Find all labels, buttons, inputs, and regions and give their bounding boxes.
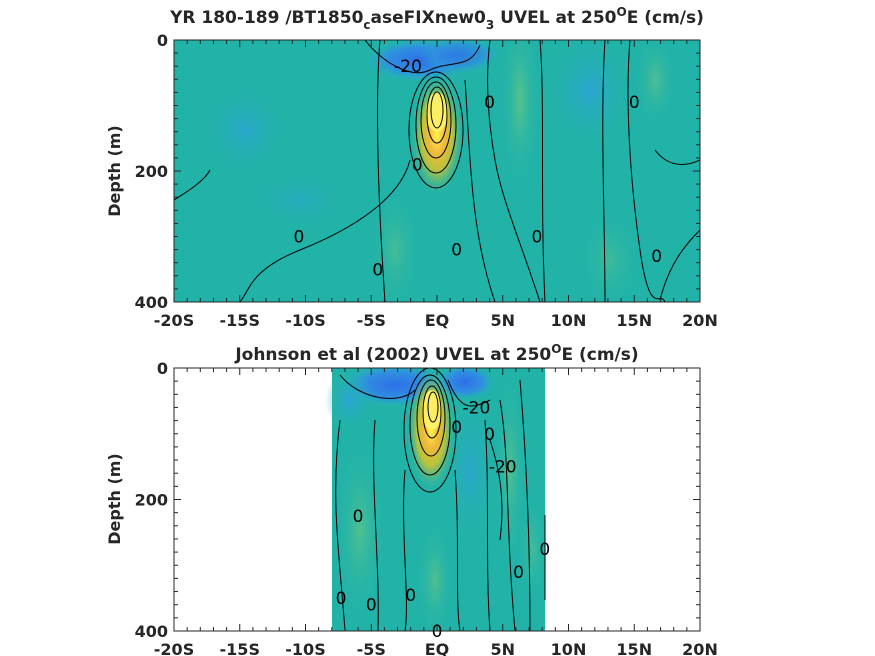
- top-x-tick-label: 10N: [551, 311, 587, 330]
- top-x-tick-label: -20S: [154, 311, 194, 330]
- top-contour-label: 0: [629, 93, 640, 113]
- top-x-tick-label: 20N: [682, 311, 718, 330]
- top-y-tick-label: 0: [157, 31, 168, 50]
- bottom-y-tick-label: 200: [135, 491, 168, 510]
- bottom-contour-label: 0: [366, 596, 377, 616]
- bottom-y-tick-label: 400: [135, 622, 168, 641]
- bottom-y-axis-label: Depth (m): [105, 453, 124, 545]
- bottom-contour-label: 0: [484, 425, 495, 445]
- top-contour-label: 0: [451, 241, 462, 261]
- bottom-x-tick-label: 15N: [616, 640, 652, 656]
- bottom-ticks: -20S -15S -10S -5S EQ 5N 10N 15N 20N 0 200 400: [135, 359, 718, 656]
- top-ticks: -20S -15S -10S -5S EQ 5N 10N 15N 20N 0 200 400: [135, 31, 718, 330]
- top-contour-label: 0: [294, 228, 305, 248]
- top-contour-label: -20: [394, 57, 422, 77]
- top-x-tick-label: EQ: [425, 311, 450, 330]
- bottom-x-tick-label: -5S: [357, 640, 386, 656]
- bottom-contour-field: [325, 368, 547, 631]
- bottom-x-tick-label: 20N: [682, 640, 718, 656]
- bottom-contour-label: -20: [463, 398, 491, 418]
- bottom-x-tick-label: 5N: [490, 640, 515, 656]
- top-y-axis-label: Depth (m): [105, 125, 124, 217]
- top-contour-field: [174, 40, 700, 302]
- bottom-contour-label: 0: [513, 563, 524, 583]
- bottom-y-tick-label: 0: [157, 359, 168, 378]
- bottom-contour-label: 0: [405, 586, 416, 606]
- top-x-tick-label: -15S: [220, 311, 260, 330]
- top-x-tick-label: 5N: [490, 311, 515, 330]
- top-contour-label: 0: [412, 155, 423, 175]
- bottom-contour-label: -20: [489, 458, 517, 478]
- top-x-tick-label: -5S: [357, 311, 386, 330]
- top-x-tick-label: 15N: [616, 311, 652, 330]
- bottom-x-tick-label: -15S: [220, 640, 260, 656]
- bottom-x-tick-label: EQ: [425, 640, 450, 656]
- bottom-panel: Johnson et al (2002) UVEL at 250OE (cm/s…: [105, 342, 718, 656]
- top-contour-label: 0: [484, 93, 495, 113]
- bottom-x-tick-label: -10S: [285, 640, 325, 656]
- bottom-contour-label: 0: [432, 622, 443, 642]
- bottom-contour-label: 0: [336, 589, 347, 609]
- bottom-x-tick-label: 10N: [551, 640, 587, 656]
- bottom-panel-title: Johnson et al (2002) UVEL at 250OE (cm/s…: [234, 342, 638, 365]
- bottom-contour-label: 0: [353, 507, 364, 527]
- top-contour-label: 0: [532, 228, 543, 248]
- top-contour-label: 0: [651, 247, 662, 267]
- top-y-tick-label: 200: [135, 162, 168, 181]
- top-contour-labels: -20 0 0 0 0 0 0 0 0: [294, 57, 663, 280]
- bottom-contour-label: 0: [539, 540, 550, 560]
- bottom-contour-label: 0: [451, 418, 462, 438]
- top-panel-title: YR 180-189 /BT1850caseFIXnew03 UVEL at 2…: [169, 5, 704, 32]
- bottom-x-tick-label: -20S: [154, 640, 194, 656]
- top-y-tick-label: 400: [135, 293, 168, 312]
- top-x-tick-label: -10S: [285, 311, 325, 330]
- top-panel: YR 180-189 /BT1850caseFIXnew03 UVEL at 2…: [105, 5, 718, 330]
- top-contour-label: 0: [372, 260, 383, 280]
